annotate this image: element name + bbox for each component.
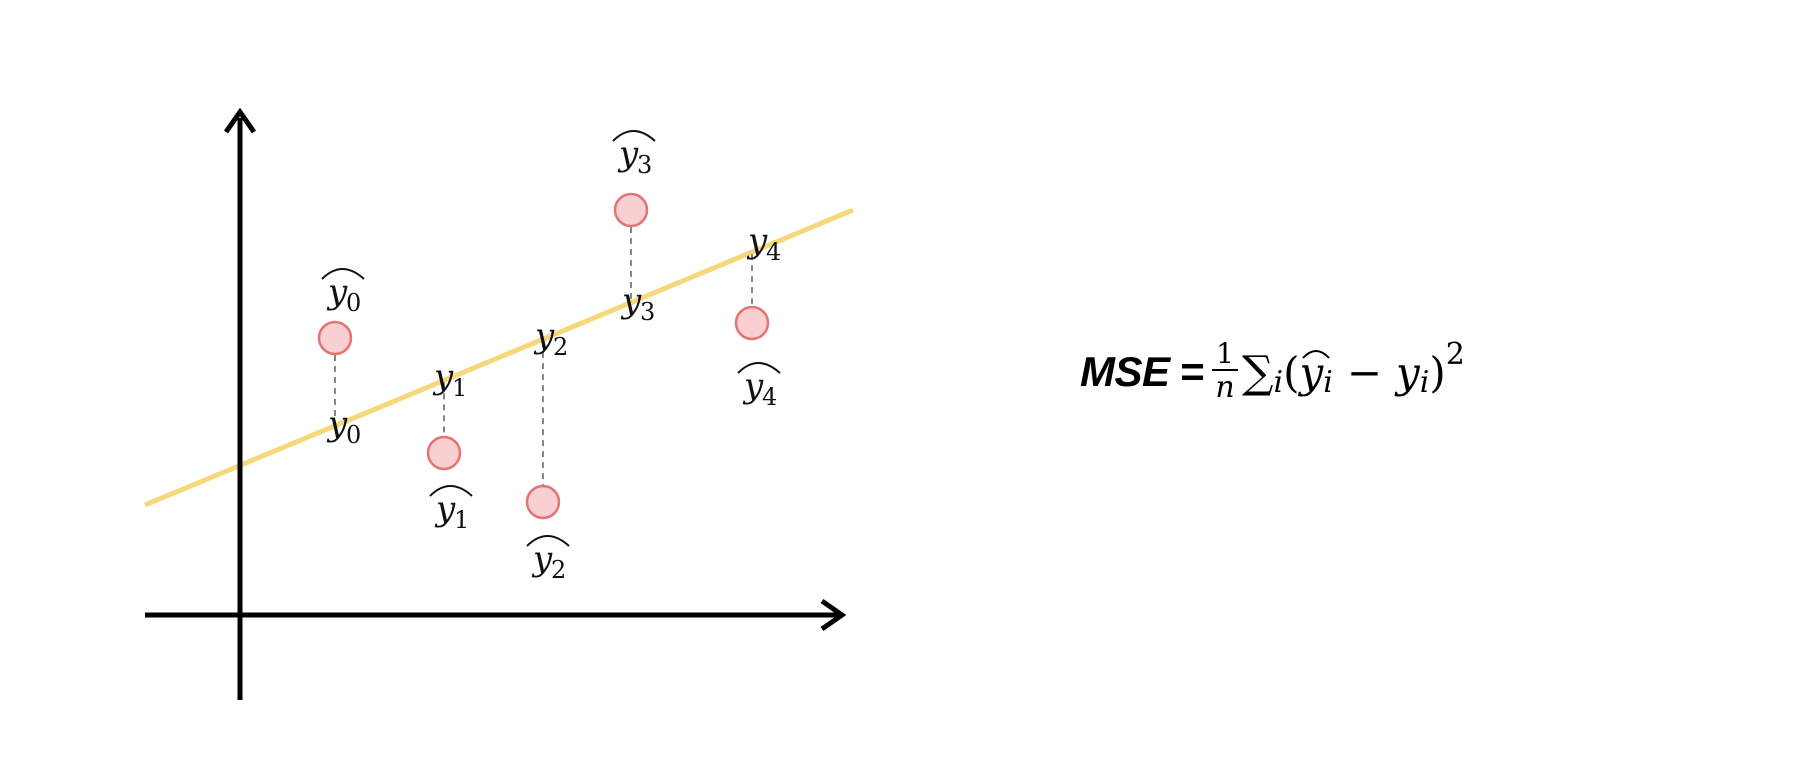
sum-symbol: ∑ [1242, 346, 1274, 398]
predicted-value-label-2-hat-icon [526, 535, 570, 547]
true-value-label-0-base: y [326, 404, 348, 444]
power: 2 [1445, 336, 1465, 372]
predicted-value-label-1-base: y [434, 489, 456, 529]
predicted-value-label-0-subscript: 0 [346, 289, 361, 317]
close-paren: ) [1429, 347, 1446, 397]
true-value-label-3-subscript: 3 [640, 298, 655, 326]
predicted-value-label-4-hat-icon [737, 362, 781, 374]
predicted-value-label-0-hat-icon [321, 268, 365, 280]
true-value-label-4-subscript: 4 [766, 238, 781, 266]
equals-sign: = [1179, 348, 1205, 395]
true-value-label-2-base: y [533, 316, 555, 356]
fraction-bar [1212, 369, 1239, 371]
true-value-label-0-subscript: 0 [346, 421, 361, 449]
y-hat-term: y [1299, 347, 1331, 397]
y-hat-base: y [1299, 347, 1324, 397]
mse-label: MSE [1080, 348, 1170, 395]
true-value-label-3-base: y [620, 281, 642, 321]
true-value-label-2-subscript: 2 [553, 333, 568, 361]
fraction-denominator: n [1215, 370, 1235, 405]
predicted-value-label-4-subscript: 4 [762, 383, 777, 411]
predicted-value-label-4-base: y [742, 366, 764, 406]
true-value-label-1-subscript: 1 [452, 374, 467, 402]
predicted-value-label-1-subscript: 1 [454, 506, 469, 534]
fraction-numerator: 1 [1216, 337, 1234, 370]
predicted-value-label-2: y2 [526, 535, 570, 584]
predicted-point-1 [426, 435, 462, 471]
predicted-point-2 [525, 484, 561, 520]
predicted-value-label-3-hat-icon [612, 130, 656, 142]
predicted-point-4 [734, 305, 770, 341]
true-value-label-1-base: y [432, 357, 454, 397]
predicted-value-label-2-subscript: 2 [551, 556, 566, 584]
predicted-point-0 [317, 320, 353, 356]
data-points [317, 192, 770, 520]
predicted-value-label-3-subscript: 3 [637, 151, 652, 179]
residual-lines [334, 227, 753, 485]
predicted-value-label-3-base: y [617, 134, 639, 174]
predicted-value-label-1: y1 [429, 485, 473, 534]
true-value-label-4-base: y [746, 221, 768, 261]
y-axis-arrow-icon [223, 107, 257, 134]
y-term: y [1396, 347, 1420, 397]
true-value-label-1: y1 [432, 357, 467, 402]
predicted-value-label-0: y0 [321, 268, 365, 317]
sum-subscript: i [1273, 364, 1284, 400]
hat-icon [1302, 349, 1331, 359]
predicted-value-label-3: y3 [612, 130, 656, 179]
y-subscript: i [1419, 364, 1430, 400]
mse-formula: MSE = 1 n ∑ i ( y i − y i ) 2 [1080, 322, 1465, 422]
open-paren: ( [1283, 347, 1300, 397]
fraction: 1 n [1212, 337, 1239, 405]
x-axis-arrow-icon [820, 598, 847, 632]
true-value-label-4: y4 [746, 221, 781, 266]
true-value-label-0: y0 [326, 404, 361, 449]
regression-line [144, 207, 854, 508]
predicted-value-label-1-hat-icon [429, 485, 473, 497]
predicted-value-label-4: y4 [737, 362, 781, 411]
true-value-label-3: y3 [620, 281, 655, 326]
minus-sign: − [1346, 347, 1383, 397]
predicted-point-3 [613, 192, 649, 228]
true-value-label-2: y2 [533, 316, 568, 361]
predicted-value-label-0-base: y [326, 272, 348, 312]
predicted-value-label-2-base: y [531, 539, 553, 579]
y-hat-subscript: i [1323, 364, 1333, 400]
